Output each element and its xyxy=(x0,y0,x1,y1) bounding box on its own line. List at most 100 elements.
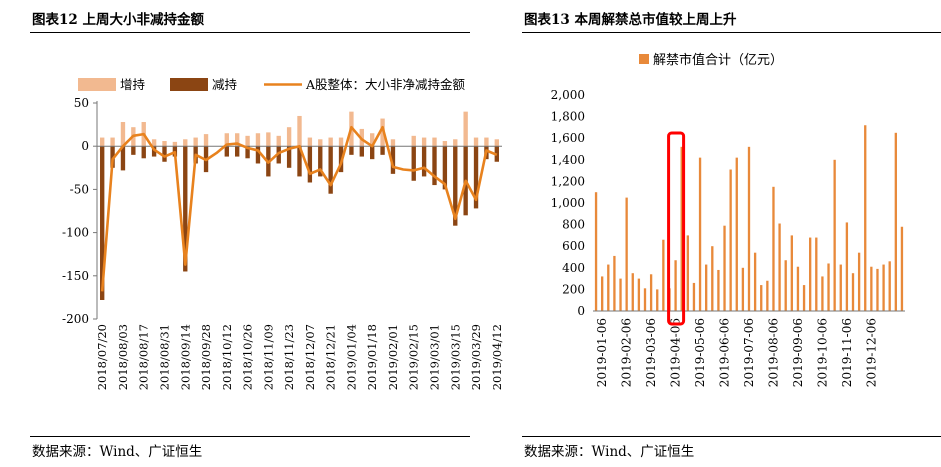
y-tick-label: -50 xyxy=(70,182,89,196)
bar-increase xyxy=(297,115,302,147)
x-tick-label: 2019-07-06 xyxy=(742,318,756,387)
bar-increase xyxy=(463,111,468,147)
x-tick-label: 2019-01-06 xyxy=(595,318,609,387)
bar-unlock-value xyxy=(656,289,659,311)
bar-unlock-value xyxy=(802,285,806,311)
bar-unlock-value xyxy=(753,252,757,311)
bar-unlock-value xyxy=(594,192,598,311)
bar-unlock-value xyxy=(631,273,634,311)
legend-label-net: A股整体：大小非净减持金额 xyxy=(305,77,466,92)
bar-decrease xyxy=(307,146,313,183)
bar-unlock-value xyxy=(747,146,751,311)
x-tick-label: 2019-04-06 xyxy=(669,318,683,387)
bar-decrease xyxy=(473,146,479,209)
bar-decrease xyxy=(453,146,458,226)
bar-decrease xyxy=(141,146,146,159)
bar-increase xyxy=(245,135,250,147)
y-tick-label: 1,800 xyxy=(551,110,585,124)
x-tick-label: 2019-08-06 xyxy=(766,318,780,387)
bar-unlock-value xyxy=(607,264,610,311)
source-note: 数据来源：Wind、广证恒生 xyxy=(524,444,695,460)
bar-increase xyxy=(307,137,313,147)
x-tick-label: 2019-09-06 xyxy=(791,318,805,387)
bar-increase xyxy=(328,137,333,147)
x-tick-label: 2019/01/04 xyxy=(344,324,358,390)
y-tick-label: 600 xyxy=(562,239,585,253)
y-tick-label: 200 xyxy=(562,282,585,296)
source-note: 数据来源：Wind、广证恒生 xyxy=(32,444,203,460)
bar-decrease xyxy=(235,146,240,157)
bar-increase xyxy=(453,139,458,147)
x-tick-label: 2019/02/15 xyxy=(407,324,421,390)
highlight-box xyxy=(667,131,686,326)
footer-divider xyxy=(30,436,470,437)
bar-unlock-value xyxy=(705,264,708,311)
bar-increase xyxy=(286,127,292,147)
left-chart-panel: 图表12 上周大小非减持金额 增持 减持 A股整体：大小非净减持金额 50 0 -50 -1… xyxy=(0,0,504,467)
y-tick-label: 1,400 xyxy=(551,153,585,167)
bar-unlock-value xyxy=(888,261,891,311)
bar-unlock-value xyxy=(637,278,641,311)
bar-increase xyxy=(100,137,105,147)
bar-unlock-value xyxy=(845,222,849,311)
bar-increase xyxy=(110,137,115,147)
bar-unlock-value xyxy=(717,269,720,311)
bar-unlock-value xyxy=(692,282,696,311)
bar-unlock-value xyxy=(686,235,689,311)
x-tick-label: 2018/10/26 xyxy=(241,324,255,390)
x-tick-label: 2019-06-06 xyxy=(718,318,732,387)
bar-unlock-value xyxy=(876,268,879,311)
bar-decrease xyxy=(411,146,416,181)
bar-decrease xyxy=(131,146,136,155)
bar-increase xyxy=(255,133,261,147)
x-tick-label: 2019/03/29 xyxy=(469,324,483,390)
y-tick-label: -200 xyxy=(62,312,89,326)
bar-unlock-value xyxy=(723,225,726,311)
bar-decrease xyxy=(110,146,115,168)
bar-decrease xyxy=(380,146,385,155)
bar-unlock-value xyxy=(827,263,830,311)
y-tick-label: -100 xyxy=(62,226,89,240)
bar-increase xyxy=(276,135,281,147)
bar-decrease xyxy=(120,146,126,171)
bar-unlock-value xyxy=(649,274,653,311)
bar-decrease xyxy=(442,146,448,190)
bar-decrease xyxy=(349,146,354,155)
y-tick-label: 0 xyxy=(577,304,585,318)
x-tick-label: 2018/10/12 xyxy=(220,324,234,390)
bar-increase xyxy=(193,137,198,147)
bar-increase xyxy=(442,141,448,147)
y-tick-label: 400 xyxy=(562,261,585,275)
bar-decrease xyxy=(245,146,250,159)
bar-unlock-value xyxy=(851,273,855,311)
bar-decrease xyxy=(224,146,229,157)
bar-increase xyxy=(224,133,229,147)
legend-label-decrease: 减持 xyxy=(212,77,237,92)
bar-decrease xyxy=(100,146,105,300)
bar-increase xyxy=(266,132,271,147)
bar-unlock-value xyxy=(760,285,763,311)
bar-decrease xyxy=(151,146,157,157)
bar-increase xyxy=(484,137,489,147)
bar-unlock-value xyxy=(613,255,616,311)
x-tick-label: 2018/08/03 xyxy=(116,324,130,390)
y-tick-label: 2,000 xyxy=(551,88,585,102)
net-reduction-chart: 增持 减持 A股整体：大小非净减持金额 50 0 -50 -100 -150 -200 2018/… xyxy=(62,77,504,390)
bar-increase xyxy=(380,118,385,147)
bar-decrease xyxy=(390,146,396,174)
bar-decrease xyxy=(328,146,333,194)
bar-increase xyxy=(411,135,416,147)
y-tick-label: 800 xyxy=(562,218,585,232)
bar-unlock-value xyxy=(662,239,665,311)
bar-unlock-value xyxy=(711,246,714,311)
bar-unlock-value xyxy=(674,260,677,311)
bar-unlock-value xyxy=(680,146,683,311)
title-divider xyxy=(522,32,941,33)
bar-decrease xyxy=(432,146,437,186)
x-tick-label: 2018/09/28 xyxy=(199,324,213,390)
x-tick-label: 2019/02/01 xyxy=(386,324,400,390)
x-tick-label: 2019-12-06 xyxy=(864,318,878,387)
x-tick-label: 2018/09/14 xyxy=(178,324,192,390)
bar-decrease xyxy=(297,146,302,177)
bar-unlock-value xyxy=(796,266,800,311)
